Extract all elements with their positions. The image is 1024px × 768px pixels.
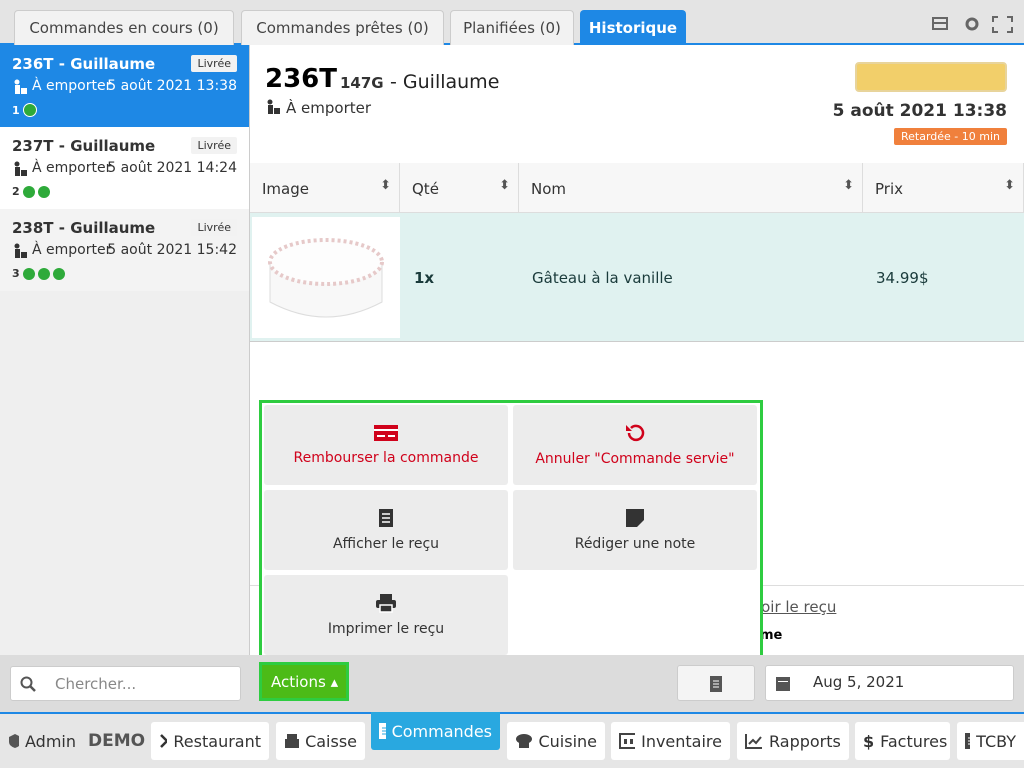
nav-item[interactable]: Restaurant bbox=[151, 722, 269, 760]
order-title: 236T - Guillaume bbox=[12, 55, 156, 73]
sort-icon: ⬍ bbox=[380, 178, 391, 193]
cell: 34.99$ bbox=[876, 269, 929, 287]
order-date: 5 août 2021 15:42 bbox=[107, 242, 237, 258]
date-value: Aug 5, 2021 bbox=[813, 673, 905, 691]
count-dot bbox=[52, 267, 65, 280]
column-header[interactable]: Prix ⬍ bbox=[863, 163, 1024, 213]
delay-badge: Retardée - 10 min bbox=[893, 128, 1007, 145]
nav-item[interactable]: Rapports bbox=[737, 722, 849, 760]
nav-label: Rapports bbox=[769, 731, 841, 751]
nav-item[interactable]: Cuisine bbox=[507, 722, 605, 760]
search-icon bbox=[20, 676, 36, 692]
tab[interactable]: Historique bbox=[580, 10, 686, 45]
action-label: Rembourser la commande bbox=[293, 450, 479, 466]
status-badge: Livrée bbox=[191, 55, 237, 72]
count-label: 1 bbox=[12, 103, 20, 117]
date-field[interactable]: Aug 5, 2021 bbox=[765, 665, 1014, 701]
nav-label: Factures bbox=[880, 731, 948, 751]
action-label: Annuler "Commande servie" bbox=[535, 451, 735, 467]
count-dot bbox=[22, 103, 37, 117]
nav-item[interactable]: Admin bbox=[0, 722, 84, 760]
nav-label: Inventaire bbox=[641, 731, 722, 751]
nav-label: Restaurant bbox=[173, 731, 261, 751]
actions-label: Actions bbox=[271, 673, 326, 691]
actions-button[interactable]: Actions ▴ bbox=[259, 662, 349, 701]
takeout-icon bbox=[14, 79, 27, 94]
nav-brand: DEMO bbox=[88, 731, 146, 751]
action-button[interactable]: Afficher le reçu bbox=[264, 490, 508, 570]
count-dot bbox=[37, 267, 50, 280]
nav-item[interactable]: $ Factures bbox=[855, 722, 950, 760]
action-button[interactable]: Rembourser la commande bbox=[264, 405, 508, 485]
order-date: 5 août 2021 13:38 bbox=[832, 101, 1007, 121]
nav-label: Commandes bbox=[391, 721, 492, 741]
order-item[interactable]: 238T - Guillaume Livrée À emporter 5 août 2… bbox=[0, 209, 249, 291]
nav-item[interactable]: Caisse bbox=[276, 722, 365, 760]
receipt-button[interactable] bbox=[677, 665, 755, 701]
count-label: 2 bbox=[12, 185, 20, 198]
status-badge: Livrée bbox=[191, 137, 237, 154]
label: me bbox=[760, 628, 783, 643]
nav-item[interactable]: Commandes bbox=[371, 712, 500, 750]
nav-label: Admin bbox=[25, 731, 76, 751]
count-dot bbox=[22, 185, 35, 198]
cell: Gâteau à la vanille bbox=[532, 269, 673, 287]
sort-icon: ⬍ bbox=[1004, 178, 1015, 193]
order-mode: À emporter bbox=[286, 99, 372, 117]
order-date: 5 août 2021 14:24 bbox=[107, 160, 237, 176]
nav-label: Caisse bbox=[305, 731, 357, 751]
order-title: 238T - Guillaume bbox=[12, 219, 156, 237]
order-item[interactable]: 236T - Guillaume Livrée À emporter 5 août 2… bbox=[0, 45, 249, 127]
receipt-link[interactable]: Voir le reçu bbox=[752, 598, 837, 616]
nav-item[interactable]: Inventaire bbox=[611, 722, 730, 760]
order-item[interactable]: 237T - Guillaume Livrée À emporter 5 août 2… bbox=[0, 127, 249, 209]
takeout-icon bbox=[14, 161, 27, 176]
nav-item[interactable]: TCBY bbox=[957, 722, 1024, 760]
column-header[interactable]: Image ⬍ bbox=[250, 163, 400, 213]
column-header[interactable]: Qté ⬍ bbox=[400, 163, 519, 213]
order-title: 237T - Guillaume bbox=[12, 137, 156, 155]
sort-icon: ⬍ bbox=[843, 178, 854, 193]
tab[interactable]: Commandes prêtes (0) bbox=[241, 10, 444, 45]
status-badge: Livrée bbox=[191, 219, 237, 236]
order-date: 5 août 2021 13:38 bbox=[107, 78, 237, 94]
item-count: 2 bbox=[12, 185, 50, 198]
item-count: 3 bbox=[12, 267, 65, 280]
order-code: 147G bbox=[340, 74, 384, 92]
phone-button[interactable] bbox=[855, 62, 1007, 92]
tab[interactable]: Planifiées (0) bbox=[450, 10, 574, 45]
order-number: 236T bbox=[265, 64, 338, 94]
count-dot bbox=[22, 267, 35, 280]
takeout-icon bbox=[14, 243, 27, 258]
action-label: Rédiger une note bbox=[574, 536, 696, 552]
order-mode: À emporter bbox=[32, 242, 112, 258]
action-label: Afficher le reçu bbox=[332, 536, 440, 552]
dollar-icon: $ bbox=[863, 731, 875, 751]
search-input[interactable]: Chercher... bbox=[10, 666, 241, 701]
action-button[interactable]: Imprimer le reçu bbox=[264, 575, 508, 655]
order-name: - Guillaume bbox=[390, 71, 500, 93]
tab[interactable]: Commandes en cours (0) bbox=[14, 10, 234, 45]
top-icons[interactable] bbox=[930, 14, 1014, 34]
order-mode: À emporter bbox=[32, 78, 112, 94]
nav-label: TCBY bbox=[976, 731, 1016, 751]
action-button[interactable]: Rédiger une note bbox=[513, 490, 757, 570]
count-label: 3 bbox=[12, 267, 20, 280]
order-mode: À emporter bbox=[32, 160, 112, 176]
action-label: Imprimer le reçu bbox=[327, 621, 445, 637]
count-dot bbox=[37, 185, 50, 198]
cell: 1x bbox=[414, 269, 435, 287]
column-header[interactable]: Nom ⬍ bbox=[519, 163, 863, 213]
action-button[interactable]: Annuler "Commande servie" bbox=[513, 405, 757, 485]
nav-label: Cuisine bbox=[538, 731, 597, 751]
takeout-icon bbox=[267, 99, 280, 114]
item-count: 1 bbox=[12, 103, 37, 117]
product-image bbox=[252, 217, 400, 338]
sort-icon: ⬍ bbox=[499, 178, 510, 193]
